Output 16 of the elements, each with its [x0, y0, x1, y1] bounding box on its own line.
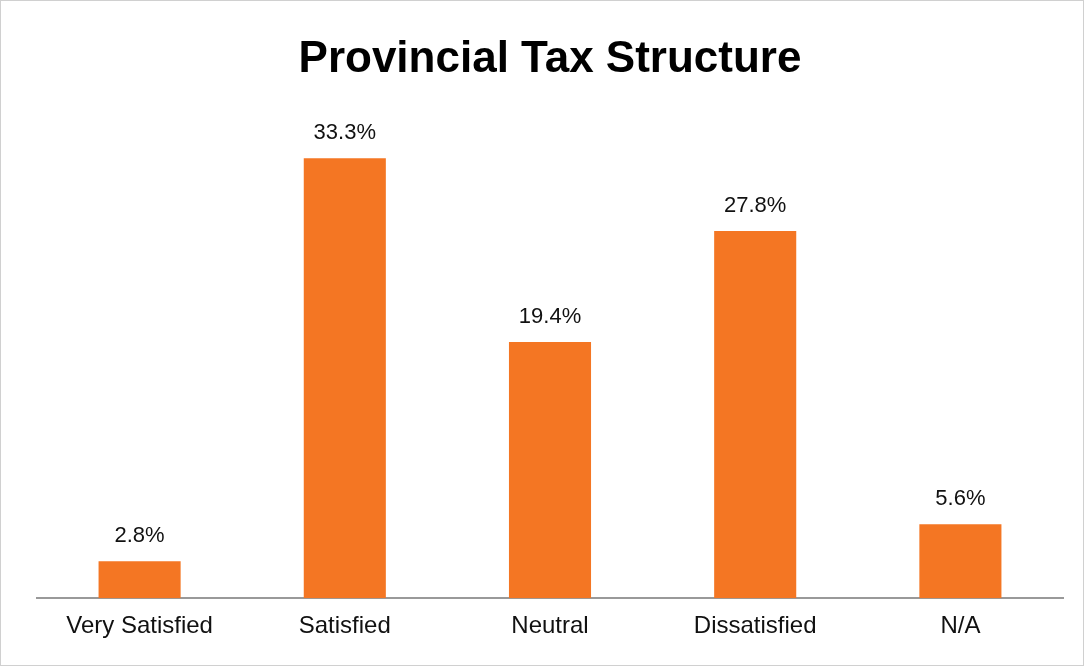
data-label: 19.4% [518, 302, 582, 328]
data-label: 2.8% [114, 522, 165, 548]
data-label: 5.6% [935, 485, 986, 511]
x-tick-label: Very Satisfied [66, 611, 213, 639]
x-tick-label: Satisfied [298, 611, 391, 639]
bar [98, 561, 181, 599]
data-label: 27.8% [724, 191, 787, 217]
bar [303, 158, 386, 599]
data-label: 33.3% [313, 119, 376, 145]
x-tick-label: Neutral [511, 611, 589, 639]
chart-title: Provincial Tax Structure [298, 31, 802, 81]
bar [919, 524, 1002, 599]
x-tick-label: N/A [940, 611, 981, 639]
x-tick-label: Dissatisfied [693, 611, 817, 639]
bar [508, 341, 592, 599]
bar [714, 230, 797, 599]
